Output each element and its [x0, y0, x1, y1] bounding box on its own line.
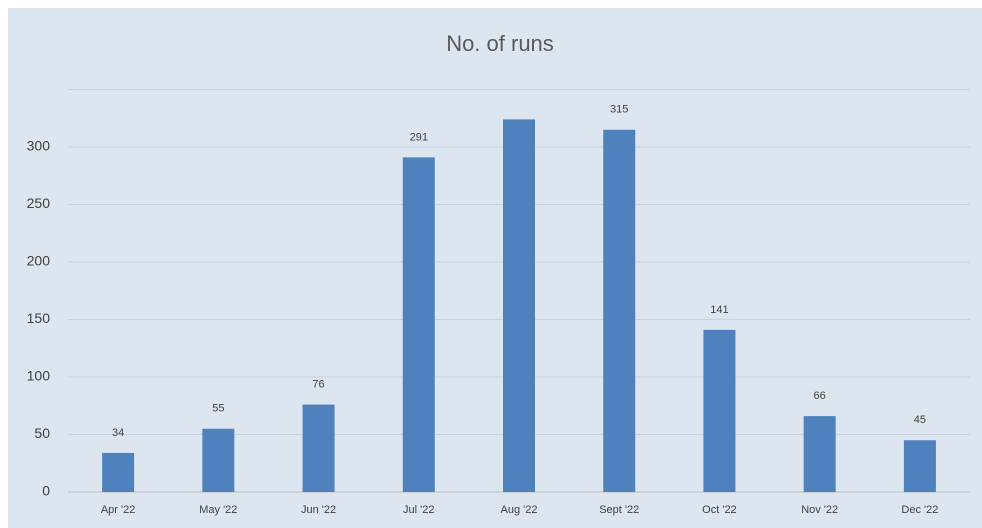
data-label: 76 [312, 379, 324, 391]
bar [202, 428, 235, 492]
bar [803, 416, 836, 492]
bar [503, 119, 535, 493]
x-tick-label: Jun '22 [301, 504, 336, 516]
bar [703, 329, 736, 492]
bar [402, 157, 435, 492]
x-tick-label: Nov '22 [801, 504, 838, 516]
data-label: 315 [610, 104, 628, 116]
bar [903, 440, 936, 492]
x-tick-label: Sept '22 [599, 504, 639, 516]
x-tick-label: Jul '22 [403, 504, 434, 516]
x-tick-label: Dec '22 [901, 504, 938, 516]
data-label: 291 [410, 131, 428, 143]
y-tick-label: 50 [34, 425, 50, 441]
data-label: 141 [710, 304, 728, 316]
chart-background [8, 8, 982, 528]
y-tick-label: 150 [27, 310, 51, 326]
x-tick-label: May '22 [199, 504, 237, 516]
x-tick-label: Aug '22 [501, 504, 538, 516]
x-tick-label: Apr '22 [101, 504, 136, 516]
bar [102, 452, 135, 492]
y-tick-label: 100 [27, 368, 51, 384]
chart-title: No. of runs [446, 31, 554, 56]
data-label: 45 [914, 414, 926, 426]
data-label: 66 [814, 390, 826, 402]
y-tick-label: 0 [42, 483, 50, 499]
bar [603, 129, 636, 492]
data-label: 34 [112, 427, 124, 439]
bar [302, 404, 335, 492]
y-tick-label: 250 [27, 195, 51, 211]
y-tick-label: 300 [27, 138, 51, 154]
y-tick-label: 200 [27, 253, 51, 269]
x-tick-label: Oct '22 [702, 504, 737, 516]
data-label: 55 [212, 403, 224, 415]
